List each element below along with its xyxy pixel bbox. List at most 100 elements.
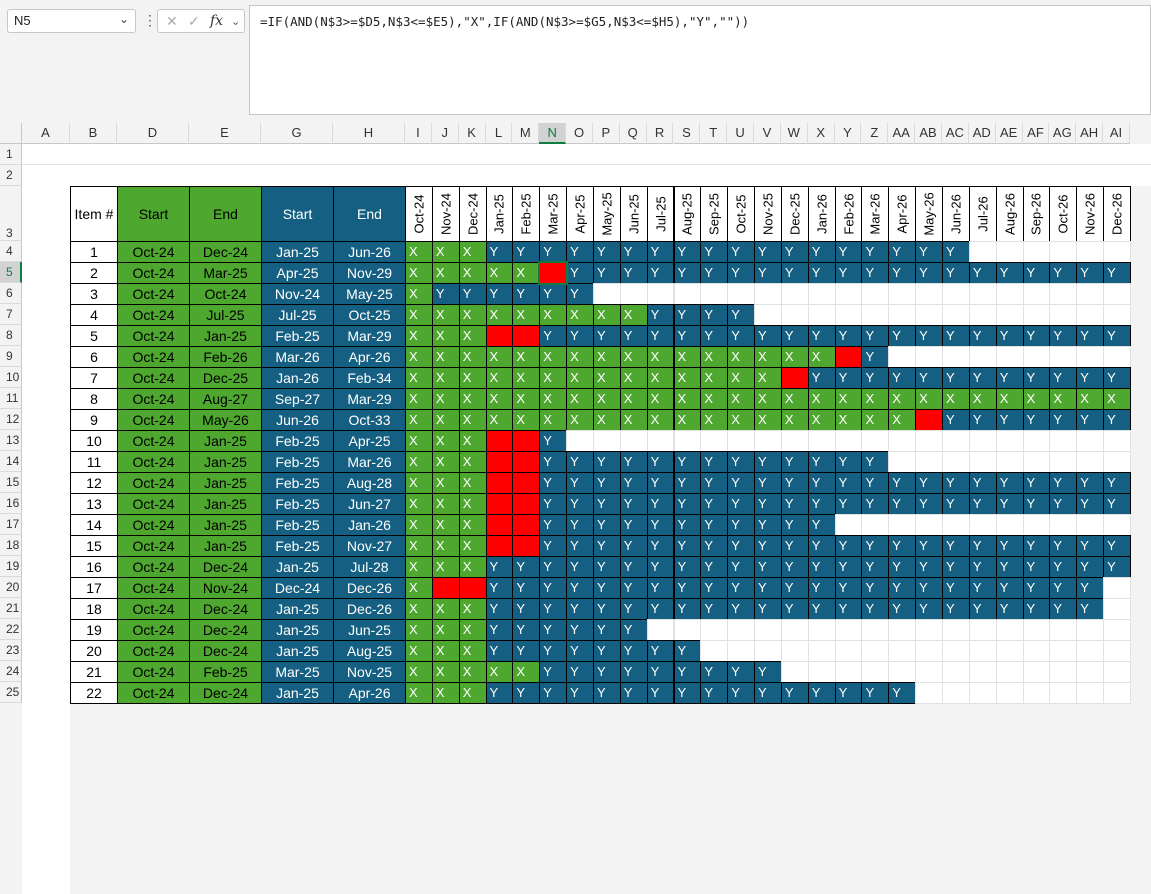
gantt-cell[interactable]: Y bbox=[727, 661, 756, 683]
gantt-cell[interactable] bbox=[727, 619, 756, 641]
gantt-cell[interactable]: X bbox=[754, 388, 782, 410]
gantt-cell[interactable]: Y bbox=[727, 325, 756, 347]
row-header-19[interactable]: 19 bbox=[0, 556, 22, 577]
gantt-cell[interactable]: Y bbox=[700, 451, 729, 473]
gantt-cell[interactable]: X bbox=[646, 388, 675, 410]
gantt-cell[interactable]: Y bbox=[673, 640, 702, 662]
gantt-cell[interactable] bbox=[780, 304, 809, 326]
column-header-x[interactable]: X bbox=[807, 123, 835, 144]
cell-end2[interactable]: Feb-34 bbox=[333, 367, 406, 389]
gantt-cell[interactable]: Y bbox=[1022, 409, 1051, 431]
gantt-cell[interactable]: X bbox=[754, 367, 782, 389]
gantt-cell[interactable]: X bbox=[807, 346, 836, 368]
cell-start1[interactable]: Oct-24 bbox=[117, 430, 190, 452]
gantt-cell[interactable]: X bbox=[458, 241, 487, 263]
column-header-e[interactable]: E bbox=[189, 123, 261, 144]
gantt-cell[interactable]: Y bbox=[539, 535, 568, 557]
gantt-cell[interactable]: Y bbox=[700, 577, 729, 599]
gantt-cell[interactable]: X bbox=[405, 556, 433, 578]
gantt-cell[interactable] bbox=[700, 430, 729, 452]
gantt-cell[interactable] bbox=[780, 661, 809, 683]
gantt-cell[interactable] bbox=[1049, 283, 1078, 305]
gantt-cell[interactable]: X bbox=[619, 409, 648, 431]
gantt-cell[interactable]: Y bbox=[700, 661, 729, 683]
gantt-cell[interactable]: X bbox=[431, 619, 460, 641]
gantt-cell[interactable]: Y bbox=[539, 598, 568, 620]
gantt-cell[interactable]: Y bbox=[915, 556, 943, 578]
gantt-cell[interactable]: Y bbox=[1049, 535, 1078, 557]
gantt-cell[interactable] bbox=[1076, 619, 1105, 641]
gantt-cell[interactable] bbox=[646, 619, 675, 641]
gantt-cell[interactable]: Y bbox=[1103, 556, 1131, 578]
gantt-cell[interactable] bbox=[995, 430, 1024, 452]
cell-start1[interactable]: Oct-24 bbox=[117, 409, 190, 431]
gantt-cell[interactable]: Y bbox=[646, 493, 675, 515]
gantt-cell[interactable]: Y bbox=[1049, 472, 1078, 494]
gantt-cell[interactable]: X bbox=[431, 409, 460, 431]
row-header-21[interactable]: 21 bbox=[0, 598, 22, 619]
cell-item[interactable]: 4 bbox=[70, 304, 118, 326]
gantt-cell[interactable]: Y bbox=[995, 325, 1024, 347]
cell-start1[interactable]: Oct-24 bbox=[117, 346, 190, 368]
gantt-cell[interactable] bbox=[1103, 682, 1131, 704]
gantt-cell[interactable]: Y bbox=[1076, 535, 1105, 557]
gantt-cell[interactable]: Y bbox=[807, 556, 836, 578]
gantt-cell[interactable] bbox=[834, 430, 863, 452]
cell-end2[interactable]: Jun-25 bbox=[333, 619, 406, 641]
gantt-cell[interactable] bbox=[592, 430, 621, 452]
gantt-cell[interactable]: Y bbox=[754, 682, 782, 704]
month-header-nov-25[interactable]: Nov-25 bbox=[754, 186, 782, 242]
cell-end1[interactable]: Jan-25 bbox=[189, 493, 262, 515]
cell-start2[interactable]: Mar-25 bbox=[261, 661, 334, 683]
gantt-cell[interactable]: Y bbox=[995, 472, 1024, 494]
gantt-cell[interactable]: Y bbox=[807, 241, 836, 263]
gantt-cell[interactable]: Y bbox=[780, 325, 809, 347]
gantt-cell[interactable]: Y bbox=[592, 262, 621, 284]
gantt-cell[interactable] bbox=[1049, 640, 1078, 662]
gantt-cell[interactable] bbox=[485, 430, 514, 452]
gantt-cell[interactable]: Y bbox=[834, 325, 863, 347]
gantt-cell[interactable]: X bbox=[727, 388, 756, 410]
gantt-cell[interactable] bbox=[1049, 619, 1078, 641]
gantt-cell[interactable]: X bbox=[485, 304, 514, 326]
cell-start1[interactable]: Oct-24 bbox=[117, 514, 190, 536]
cell-start2[interactable]: Feb-25 bbox=[261, 430, 334, 452]
row-header-17[interactable]: 17 bbox=[0, 514, 22, 535]
gantt-cell[interactable]: Y bbox=[727, 304, 756, 326]
gantt-cell[interactable]: Y bbox=[807, 598, 836, 620]
gantt-cell[interactable]: Y bbox=[942, 367, 970, 389]
gantt-cell[interactable]: Y bbox=[1049, 367, 1078, 389]
gantt-cell[interactable]: X bbox=[512, 388, 541, 410]
gantt-cell[interactable] bbox=[915, 409, 943, 431]
gantt-cell[interactable] bbox=[1049, 346, 1078, 368]
gantt-cell[interactable] bbox=[754, 304, 782, 326]
cell-start2[interactable]: Jan-25 bbox=[261, 682, 334, 704]
gantt-cell[interactable]: Y bbox=[1022, 556, 1051, 578]
gantt-cell[interactable]: Y bbox=[1103, 493, 1131, 515]
gantt-cell[interactable] bbox=[995, 304, 1024, 326]
gantt-cell[interactable] bbox=[512, 451, 541, 473]
gantt-cell[interactable] bbox=[968, 661, 997, 683]
row-header-12[interactable]: 12 bbox=[0, 409, 22, 430]
gantt-cell[interactable]: Y bbox=[888, 493, 917, 515]
cell-start1[interactable]: Oct-24 bbox=[117, 493, 190, 515]
gantt-cell[interactable]: X bbox=[673, 388, 702, 410]
gantt-cell[interactable]: X bbox=[405, 472, 433, 494]
cell-end1[interactable]: Dec-24 bbox=[189, 682, 262, 704]
gantt-cell[interactable] bbox=[995, 241, 1024, 263]
column-header-l[interactable]: L bbox=[485, 123, 513, 144]
gantt-cell[interactable] bbox=[1103, 577, 1131, 599]
gantt-cell[interactable] bbox=[646, 430, 675, 452]
cell-end1[interactable]: Dec-24 bbox=[189, 619, 262, 641]
gantt-cell[interactable]: X bbox=[405, 640, 433, 662]
column-header-s[interactable]: S bbox=[673, 123, 701, 144]
cell-start1[interactable]: Oct-24 bbox=[117, 661, 190, 683]
gantt-cell[interactable]: Y bbox=[700, 556, 729, 578]
gantt-cell[interactable]: X bbox=[458, 661, 487, 683]
gantt-cell[interactable]: Y bbox=[780, 577, 809, 599]
gantt-cell[interactable]: X bbox=[405, 430, 433, 452]
gantt-cell[interactable]: Y bbox=[619, 577, 648, 599]
gantt-cell[interactable]: X bbox=[458, 325, 487, 347]
gantt-cell[interactable] bbox=[1022, 283, 1051, 305]
gantt-cell[interactable]: X bbox=[405, 514, 433, 536]
